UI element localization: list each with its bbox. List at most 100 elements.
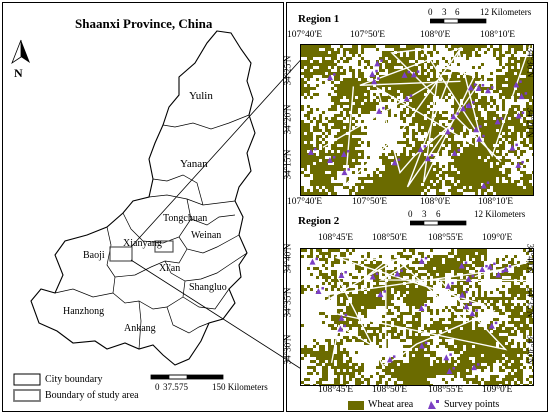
road-line: [330, 259, 387, 363]
region2-scale-tick-2: 6: [436, 209, 441, 219]
region2-scale-tick-1: 3: [422, 209, 427, 219]
survey-point: [484, 86, 494, 94]
survey-point: [386, 355, 396, 363]
region1-wheat-raster: [301, 45, 533, 195]
region1-scale-tick-0: 0: [428, 7, 433, 17]
survey-point: [341, 168, 350, 176]
province-title: Shaanxi Province, China: [75, 16, 213, 31]
survey-point: [377, 290, 386, 298]
city-label-hanzhong: Hanzhong: [63, 306, 105, 317]
legend-survey-label: Survey points: [444, 399, 500, 410]
region2-left-lat-2: 34°35'N: [282, 287, 293, 318]
survey-point: [374, 59, 383, 67]
region2-scale-tick-3: 12 Kilometers: [474, 209, 526, 219]
road-line: [376, 86, 475, 175]
survey-point: [401, 70, 411, 78]
region2-left-lat-1: 34°40'N: [282, 243, 293, 274]
road-line: [359, 46, 483, 188]
region1-map: [300, 44, 534, 196]
survey-point: [488, 321, 498, 329]
survey-point: [487, 262, 496, 270]
survey-point: [471, 363, 480, 371]
road-line: [310, 258, 508, 351]
survey-point: [369, 69, 378, 77]
survey-point: [494, 117, 504, 125]
city-label-xian: Xi'an: [159, 263, 181, 274]
region1-right-lat-2: 34°20'N: [525, 107, 536, 138]
region2-scale-bar: [410, 220, 467, 226]
region2-bottom-lon-1: 108°45'E: [318, 385, 354, 395]
survey-point: [446, 367, 455, 375]
city-label-yulin: Yulin: [189, 90, 213, 102]
region1-top-lon-1: 107°40'E: [287, 30, 323, 40]
region1-title: Region 1: [298, 13, 340, 25]
region2-bottom-lon-3: 108°55'E: [428, 385, 464, 395]
region1-bottom-lon-3: 108°0'E: [420, 197, 451, 207]
survey-point: [307, 147, 317, 155]
survey-point: [424, 154, 434, 162]
survey-point: [451, 148, 461, 156]
survey-point: [473, 125, 482, 133]
road-line: [337, 277, 496, 367]
survey-point: [369, 272, 379, 280]
road-line: [335, 256, 532, 307]
survey-point: [376, 106, 385, 114]
province-panel: Shaanxi Province, China N Yulin Yanan To…: [2, 2, 284, 412]
legend-wheat-swatch: [348, 401, 364, 410]
city-label-xianyang: Xianyang: [123, 238, 162, 249]
region1-scale-tick-2: 6: [455, 7, 460, 17]
legend-city-boundary-label: City boundary: [45, 374, 103, 385]
survey-point: [459, 290, 468, 298]
survey-point: [518, 92, 528, 100]
region1-scale-tick-3: 12 Kilometers: [480, 7, 532, 17]
city-label-ankang: Ankang: [124, 323, 156, 334]
region1-bottom-lon-4: 108°10'E: [478, 197, 514, 207]
survey-point: [418, 341, 428, 349]
survey-point: [338, 313, 348, 321]
survey-point: [495, 270, 505, 278]
survey-point: [458, 261, 468, 269]
province-scale-tick-3: 150 Kilometers: [212, 382, 268, 392]
survey-point: [515, 111, 525, 119]
survey-point: [444, 127, 454, 135]
survey-point: [371, 77, 380, 85]
survey-point: [460, 104, 469, 112]
region2-right-lat-1: 34°40'N: [525, 243, 536, 274]
survey-point: [476, 134, 485, 142]
province-map: [11, 30, 256, 402]
region1-left-lat-2: 34°20'N: [282, 104, 293, 135]
survey-point: [394, 269, 403, 277]
region2-right-lat-2: 34°35'N: [525, 287, 536, 318]
legend-study-area-swatch: [13, 389, 41, 402]
province-scale-bar: [150, 374, 224, 380]
region1-top-lon-2: 107°50'E: [350, 30, 386, 40]
region2-top-lon-4: 109°0'E: [482, 233, 513, 243]
province-scale-tick-0: 0: [155, 382, 160, 392]
survey-point: [326, 155, 336, 163]
survey-point: [480, 181, 490, 189]
region1-left-lat-3: 34°15'N: [282, 149, 293, 180]
survey-point: [445, 281, 454, 289]
survey-point: [327, 73, 336, 81]
survey-point: [403, 94, 413, 102]
road-line: [390, 45, 531, 163]
survey-point: [418, 256, 428, 264]
region2-top-lon-1: 108°45'E: [318, 233, 354, 243]
region1-top-lon-3: 108°0'E: [420, 30, 451, 40]
survey-point: [315, 287, 324, 295]
survey-point: [463, 302, 472, 310]
region1-top-lon-4: 108°10'E: [480, 30, 516, 40]
legend-survey-point-icon: [428, 400, 439, 409]
region2-bottom-lon-4: 109°0'E: [482, 385, 513, 395]
survey-point: [513, 80, 522, 88]
survey-point: [391, 158, 401, 166]
survey-point: [410, 70, 420, 78]
region2-top-lon-2: 108°50'E: [372, 233, 408, 243]
wheat-cells: [301, 45, 533, 195]
survey-point: [469, 309, 478, 317]
legend-city-boundary-swatch: [13, 373, 41, 386]
survey-point: [479, 264, 488, 272]
survey-point: [467, 83, 477, 91]
region2-scale-tick-0: 0: [408, 209, 413, 219]
survey-point: [475, 84, 485, 92]
